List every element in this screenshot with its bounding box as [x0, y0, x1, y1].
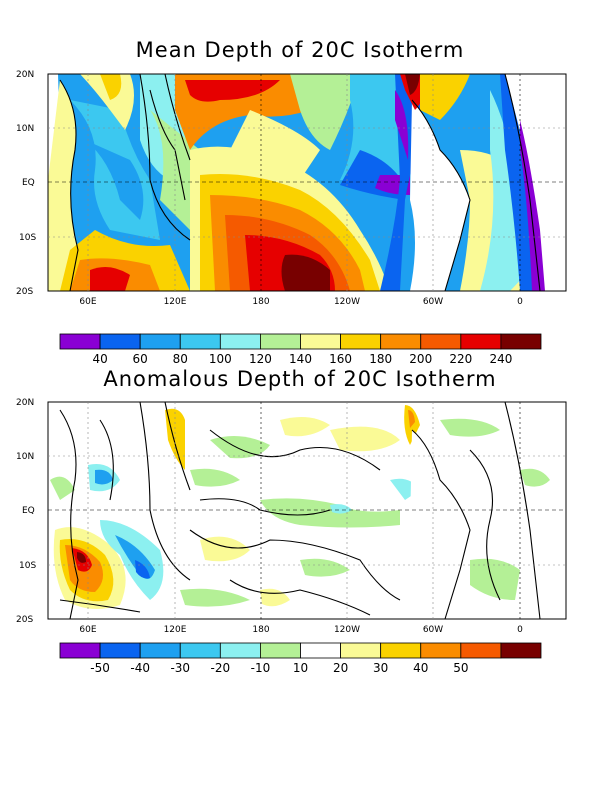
colorbar-label: 160: [329, 352, 352, 366]
colorbar-label: 180: [369, 352, 392, 366]
colorbar-swatch: [99, 642, 141, 659]
lat-label: 10S: [19, 561, 36, 571]
colorbar-label: 240: [489, 352, 512, 366]
colorbar-label: -20: [211, 661, 231, 675]
anomaly-map-gridlines: [48, 402, 566, 619]
colorbar-label: 20: [333, 661, 348, 675]
colorbar-swatch: [380, 642, 422, 659]
colorbar-label: 220: [449, 352, 472, 366]
lon-label: 60W: [423, 297, 443, 307]
colorbar-label: 80: [173, 352, 188, 366]
colorbar-label: 40: [92, 352, 107, 366]
colorbar-swatch: [260, 333, 301, 350]
colorbar-label: 120: [249, 352, 272, 366]
colorbar-swatch: [99, 333, 141, 350]
colorbar-label: -10: [251, 661, 271, 675]
lat-label: 20S: [16, 287, 33, 297]
colorbar-label: 60: [133, 352, 148, 366]
lat-label: EQ: [22, 506, 35, 516]
lon-label: 0: [517, 625, 523, 635]
anomaly-map-lon-labels: 60E 120E 180 120W 60W 0: [79, 625, 523, 635]
lon-label: 120E: [164, 625, 187, 635]
colorbar-label: 40: [413, 661, 428, 675]
anomalous-depth-title: Anomalous Depth of 20C Isotherm: [103, 367, 497, 391]
colorbar-label: 200: [409, 352, 432, 366]
colorbar-swatch: [219, 642, 261, 659]
mean-map-gridlines: [48, 74, 566, 291]
lon-label: 60W: [423, 625, 443, 635]
colorbar-swatch: [300, 333, 341, 350]
mean-depth-colorbar: 40 60 80 100 120 140 160 180 200 220 240: [59, 333, 542, 366]
colorbar-swatch: [420, 333, 462, 350]
lon-label: 120W: [334, 625, 360, 635]
colorbar-swatch: [59, 642, 101, 659]
colorbar-swatch: [300, 642, 341, 659]
colorbar-swatch: [260, 642, 301, 659]
colorbar-swatch: [139, 333, 181, 350]
mean-map-frame: [47, 73, 567, 292]
colorbar-label: 30: [373, 661, 388, 675]
lon-label: 120E: [164, 297, 187, 307]
colorbar-swatch: [420, 642, 462, 659]
colorbar-swatch: [340, 333, 382, 350]
mean-map-lat-labels: 20N 10N EQ 10S 20S: [16, 70, 36, 297]
lon-label: 180: [252, 625, 269, 635]
colorbar-swatch: [380, 333, 422, 350]
colorbar-swatch: [139, 642, 181, 659]
lat-label: 20N: [16, 398, 34, 408]
colorbar-label: -30: [170, 661, 190, 675]
lon-label: 60E: [79, 625, 96, 635]
lat-label: 20N: [16, 70, 34, 80]
mean-depth-title: Mean Depth of 20C Isotherm: [135, 38, 465, 62]
colorbar-swatch: [500, 642, 542, 659]
anomaly-depth-map: [48, 402, 566, 619]
lon-label: 120W: [334, 297, 360, 307]
lat-label: 20S: [16, 615, 33, 625]
colorbar-swatch: [340, 642, 382, 659]
anomaly-map-lat-labels: 20N 10N EQ 10S 20S: [16, 398, 36, 625]
colorbar-swatch: [460, 333, 502, 350]
lat-label: 10N: [16, 124, 34, 134]
anomaly-depth-colorbar: -50 -40 -30 -20 -10 10 20 30 40 50: [59, 642, 542, 675]
colorbar-label: -40: [130, 661, 150, 675]
colorbar-label: 50: [453, 661, 468, 675]
anomaly-map-frame: [47, 401, 567, 620]
colorbar-swatch: [219, 333, 261, 350]
mean-depth-map: [48, 74, 566, 291]
lon-label: 60E: [79, 297, 96, 307]
colorbar-label: 100: [209, 352, 232, 366]
colorbar-swatch: [500, 333, 542, 350]
colorbar-label: 10: [293, 661, 308, 675]
colorbar-swatch: [179, 333, 221, 350]
mean-map-lon-labels: 60E 120E 180 120W 60W 0: [79, 297, 523, 307]
colorbar-swatch: [59, 333, 101, 350]
lat-label: 10S: [19, 233, 36, 243]
colorbar-swatch: [179, 642, 221, 659]
colorbar-label: -50: [90, 661, 110, 675]
lat-label: EQ: [22, 178, 35, 188]
lat-label: 10N: [16, 452, 34, 462]
lon-label: 0: [517, 297, 523, 307]
lon-label: 180: [252, 297, 269, 307]
colorbar-swatch: [460, 642, 502, 659]
colorbar-label: 140: [289, 352, 312, 366]
